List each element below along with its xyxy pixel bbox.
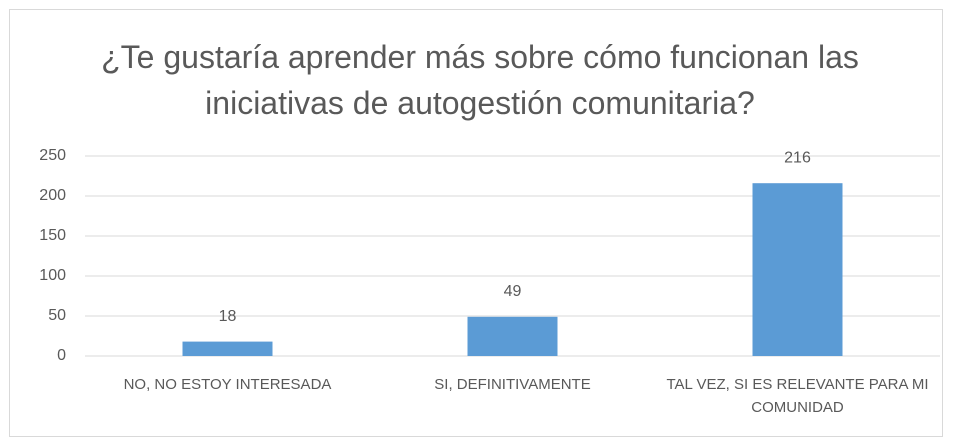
y-tick-label: 0 (57, 347, 66, 364)
y-tick-label: 50 (48, 307, 66, 324)
x-tick-label: NO, NO ESTOY INTERESADA (123, 376, 332, 393)
chart-title: ¿Te gustaría aprender más sobre cómo fun… (101, 39, 859, 121)
x-tick-label: SI, DEFINITIVAMENTE (434, 376, 591, 393)
bar (182, 341, 273, 356)
y-tick-label: 100 (39, 267, 66, 284)
bar (752, 183, 843, 356)
data-label: 216 (784, 149, 811, 166)
y-tick-label: 250 (39, 147, 66, 164)
chart-frame (9, 9, 943, 437)
y-tick-label: 150 (39, 227, 66, 244)
bar (467, 316, 558, 356)
y-tick-label: 200 (39, 187, 66, 204)
data-label: 49 (504, 283, 522, 300)
x-tick-label: TAL VEZ, SI ES RELEVANTE PARA MI COMUNID… (666, 376, 929, 416)
data-label: 18 (219, 308, 237, 325)
